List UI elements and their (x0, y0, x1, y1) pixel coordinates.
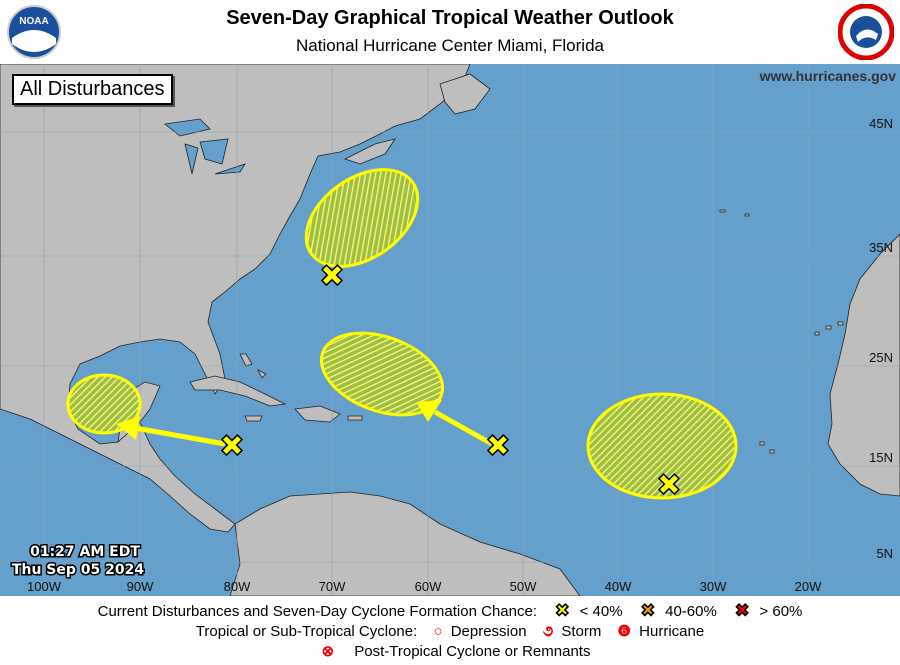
low-chance-x-icon: ✖ (555, 601, 570, 621)
noaa-logo: NOAA (7, 5, 61, 59)
track-arrow (416, 400, 494, 447)
medium-chance-label: 40-60% (665, 602, 717, 620)
map[interactable]: 100W 90W 80W 70W 60W 50W 40W 30W 20W 45N 35N 25N 15… (0, 64, 900, 596)
cape-verde (759, 441, 775, 454)
disturbance-area[interactable] (310, 318, 454, 431)
longitude-label: 90W (127, 579, 154, 594)
page-title: Seven-Day Graphical Tropical Weather Out… (226, 7, 674, 29)
puerto-rico (347, 415, 363, 421)
low-chance-label: < 40% (579, 602, 623, 620)
legend: Current Disturbances and Seven-Day Cyclo… (0, 596, 900, 665)
low-chance-x-icon[interactable]: ✖ (319, 258, 346, 295)
longitude-label: 40W (605, 579, 632, 594)
latitude-label: 45N (869, 116, 893, 131)
low-chance-x-icon[interactable]: ✖ (219, 428, 246, 465)
panel-label: All Disturbances (12, 74, 173, 105)
low-chance-x-icon[interactable]: ✖ (485, 428, 512, 465)
disturbance-area[interactable] (288, 150, 435, 287)
jamaica (244, 415, 263, 422)
longitude-label: 70W (319, 579, 346, 594)
disturbance-area[interactable] (66, 373, 142, 435)
longitude-label: 100W (27, 579, 62, 594)
hurricane-label: Hurricane (639, 622, 705, 640)
longitude-label: 60W (415, 579, 442, 594)
longitude-label: 80W (224, 579, 251, 594)
latitude-labels: 45N 35N 25N 15N 5N (869, 116, 893, 561)
latitude-label: 5N (876, 546, 893, 561)
hurricane-icon: ❻ (617, 623, 631, 641)
depression-label: Depression (450, 622, 527, 640)
page-subtitle: National Hurricane Center Miami, Florida (295, 36, 604, 55)
lat-lon-grid (0, 64, 900, 596)
medium-chance-x-icon: ✖ (640, 601, 655, 621)
storm-icon: ૭ (542, 622, 554, 640)
africa (827, 233, 900, 497)
disturbance-area[interactable] (586, 392, 738, 500)
cyclone-label: Tropical or Sub-Tropical Cyclone: (195, 622, 418, 640)
hispaniola (294, 405, 341, 423)
post-tropical-label: Post-Tropical Cyclone or Remnants (354, 642, 591, 660)
website-label[interactable]: www.hurricanes.gov (759, 68, 896, 84)
post-tropical-icon: ⊗ (321, 643, 335, 661)
latitude-label: 35N (869, 240, 893, 255)
svg-text:NOAA: NOAA (19, 16, 48, 27)
header: NOAA Seven-Day Graphical Tropical Weathe… (0, 0, 900, 64)
formation-chance-label: Current Disturbances and Seven-Day Cyclo… (97, 602, 537, 620)
canary-islands (814, 321, 844, 336)
high-chance-label: > 60% (759, 602, 803, 620)
azores (719, 209, 750, 217)
longitude-label: 20W (795, 579, 822, 594)
timestamp-date: Thu Sep 05 2024 (12, 562, 144, 578)
bahamas (239, 353, 267, 379)
low-chance-x-icon[interactable]: ✖ (656, 467, 683, 504)
latitude-label: 15N (869, 450, 893, 465)
cuba (189, 375, 287, 407)
storm-label: Storm (561, 622, 602, 640)
latitude-label: 25N (869, 350, 893, 365)
timestamp-time: 01:27 AM EDT (30, 544, 140, 560)
longitude-label: 30W (700, 579, 727, 594)
high-chance-x-icon: ✖ (734, 601, 750, 621)
newfoundland (439, 73, 491, 115)
track-arrow (116, 416, 226, 447)
south-america (229, 491, 581, 596)
depression-icon: ○ (433, 622, 443, 640)
longitude-label: 50W (510, 579, 537, 594)
nws-logo (838, 4, 894, 60)
nova-scotia (343, 138, 396, 165)
longitude-labels: 100W 90W 80W 70W 60W 50W 40W 30W 20W (27, 579, 822, 594)
